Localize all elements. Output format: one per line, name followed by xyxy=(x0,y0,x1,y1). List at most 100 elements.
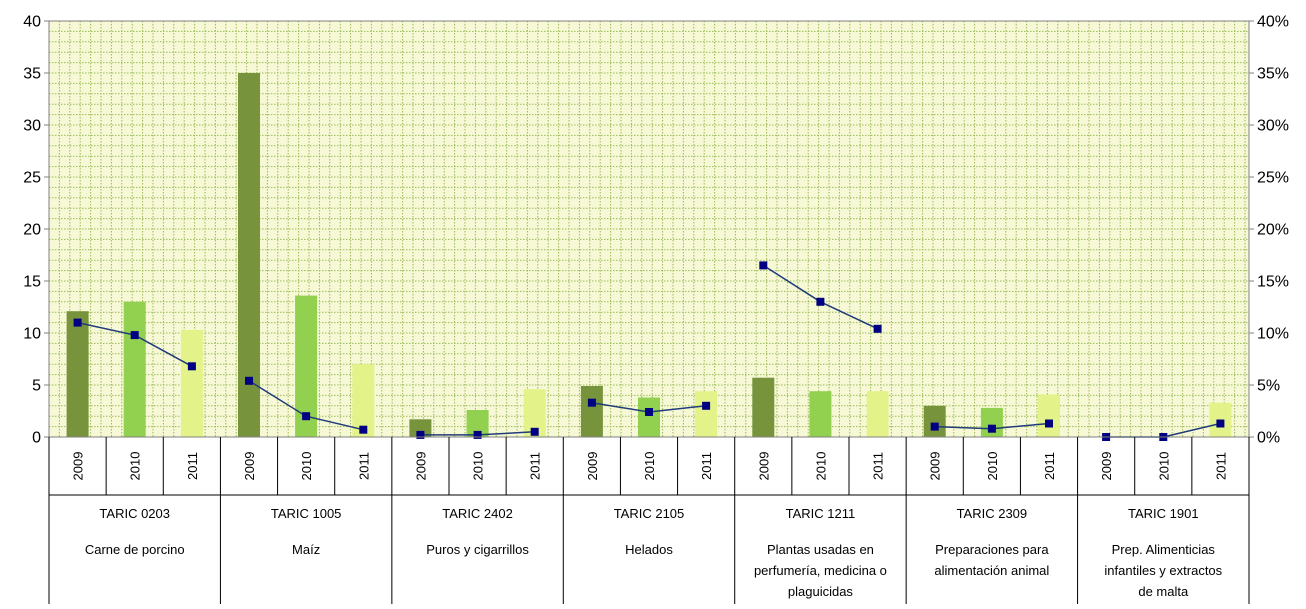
bar-taric-1005-2011 xyxy=(352,364,375,437)
line-point-taric-2402-2011 xyxy=(530,427,539,436)
bar-taric-2309-2009 xyxy=(923,405,946,437)
bar-taric-2402-2009 xyxy=(409,419,432,437)
group-code-label: TARIC 1901 xyxy=(1128,506,1199,521)
year-label: 2009 xyxy=(242,452,257,481)
bar-taric-0203-2011 xyxy=(180,329,203,437)
line-point-taric-2402-2009 xyxy=(416,430,425,439)
line-point-taric-1005-2010 xyxy=(302,412,311,421)
year-label: 2009 xyxy=(756,452,771,481)
group-code-label: TARIC 1211 xyxy=(786,506,856,521)
year-label: 2010 xyxy=(128,452,143,481)
bar-taric-2105-2010 xyxy=(638,397,660,437)
group-name-label: Plantas usadas en xyxy=(767,542,874,557)
y-left-tick-label: 30 xyxy=(23,118,41,135)
y-left-tick-label: 0 xyxy=(32,430,41,447)
bar-taric-2309-2010 xyxy=(980,407,1003,437)
y-right-tick-label: 20% xyxy=(1257,222,1289,239)
group-name-label: Carne de porcino xyxy=(85,542,185,557)
line-point-taric-2309-2010 xyxy=(987,424,996,433)
group-code-label: TARIC 1005 xyxy=(271,506,342,521)
year-label: 2010 xyxy=(813,452,828,481)
y-left-tick-label: 25 xyxy=(23,170,41,187)
group-name-label: Prep. Alimenticias xyxy=(1112,542,1216,557)
y-right-tick-label: 10% xyxy=(1257,326,1289,343)
bar-taric-2105-2009 xyxy=(580,386,603,437)
line-point-taric-2309-2009 xyxy=(930,422,939,431)
bar-taric-1005-2010 xyxy=(295,295,318,437)
group-name-label: de malta xyxy=(1138,584,1189,599)
line-point-taric-1211-2009 xyxy=(759,261,768,270)
y-left-tick-label: 20 xyxy=(23,222,41,239)
group-name-label: perfumería, medicina o xyxy=(754,563,887,578)
year-label: 2010 xyxy=(985,452,1000,481)
year-label: 2011 xyxy=(356,452,371,480)
y-right-tick-label: 35% xyxy=(1257,66,1289,83)
y-left-tick-label: 5 xyxy=(32,378,41,395)
line-point-taric-0203-2009 xyxy=(73,318,82,327)
year-label: 2009 xyxy=(1099,452,1114,481)
bar-taric-1005-2009 xyxy=(238,73,260,437)
bars xyxy=(66,73,1232,437)
bar-taric-2402-2010 xyxy=(466,410,489,437)
line-point-taric-2105-2009 xyxy=(587,398,596,407)
year-label: 2011 xyxy=(1213,452,1228,480)
line-point-taric-1211-2010 xyxy=(816,297,825,306)
percentage-lines xyxy=(73,261,1225,441)
group-name-label: plaguicidas xyxy=(788,584,854,599)
line-point-taric-1211-2011 xyxy=(873,324,882,333)
year-label: 2010 xyxy=(642,452,657,481)
year-label: 2011 xyxy=(699,452,714,480)
line-point-taric-2105-2011 xyxy=(702,401,711,410)
axes: 0 5 10 15 20 25 30 35 40 0% 5% 10% 15% 20% 25% 30% 35% 40… xyxy=(23,14,1289,447)
bar-taric-0203-2009 xyxy=(66,311,89,437)
y-right-tick-label: 30% xyxy=(1257,118,1289,135)
y-right-tick-label: 25% xyxy=(1257,170,1289,187)
group-name-label: Helados xyxy=(625,542,673,557)
y-left-tick-label: 35 xyxy=(23,66,41,83)
y-right-tick-label: 0% xyxy=(1257,430,1280,447)
year-label: 2009 xyxy=(928,452,943,481)
bar-taric-1211-2010 xyxy=(809,391,832,437)
group-name-label: infantiles y extractos xyxy=(1104,563,1222,578)
year-label: 2010 xyxy=(1156,452,1171,481)
grid xyxy=(49,21,1249,437)
y-right-tick-label: 15% xyxy=(1257,274,1289,291)
y-left-tick-label: 10 xyxy=(23,326,41,343)
y-right-tick-label: 40% xyxy=(1257,14,1289,31)
line-point-taric-0203-2011 xyxy=(187,362,196,371)
bar-taric-1211-2009 xyxy=(752,377,775,437)
bar-taric-0203-2010 xyxy=(123,301,146,437)
line-point-taric-1005-2011 xyxy=(359,425,368,434)
line-point-taric-2309-2011 xyxy=(1045,419,1053,428)
group-code-label: TARIC 2309 xyxy=(957,506,1028,521)
line-point-taric-1901-2011 xyxy=(1216,419,1225,428)
line-point-taric-1005-2009 xyxy=(245,376,253,385)
bar-taric-2309-2011 xyxy=(1038,394,1060,437)
line-point-taric-0203-2010 xyxy=(130,331,139,340)
group-code-label: TARIC 2105 xyxy=(614,506,685,521)
y-right-tick-label: 5% xyxy=(1257,378,1280,395)
y-left-tick-label: 40 xyxy=(23,14,41,31)
group-name-label: Preparaciones para xyxy=(935,542,1049,557)
line-point-taric-2402-2010 xyxy=(473,430,482,439)
group-name-label: Puros y cigarrillos xyxy=(426,542,529,557)
year-label: 2011 xyxy=(528,452,543,480)
group-code-label: TARIC 0203 xyxy=(99,506,170,521)
year-label: 2010 xyxy=(299,452,314,481)
group-code-label: TARIC 2402 xyxy=(442,506,513,521)
bar-taric-2402-2011 xyxy=(523,389,546,437)
year-label: 2011 xyxy=(871,452,886,480)
bar-taric-2105-2011 xyxy=(695,391,718,437)
group-name-label: alimentación animal xyxy=(934,563,1049,578)
bar-taric-1211-2011 xyxy=(866,391,889,437)
year-label: 2011 xyxy=(1042,452,1057,480)
category-labels: 2009 2010 2011 TARIC 0203 Carne de porcino 20… xyxy=(48,437,1250,604)
line-point-taric-2105-2010 xyxy=(645,408,653,416)
year-label: 2009 xyxy=(413,452,428,481)
group-name-label: Maíz xyxy=(292,542,320,557)
year-label: 2010 xyxy=(471,452,486,481)
year-label: 2011 xyxy=(185,452,200,480)
year-label: 2009 xyxy=(585,452,600,481)
